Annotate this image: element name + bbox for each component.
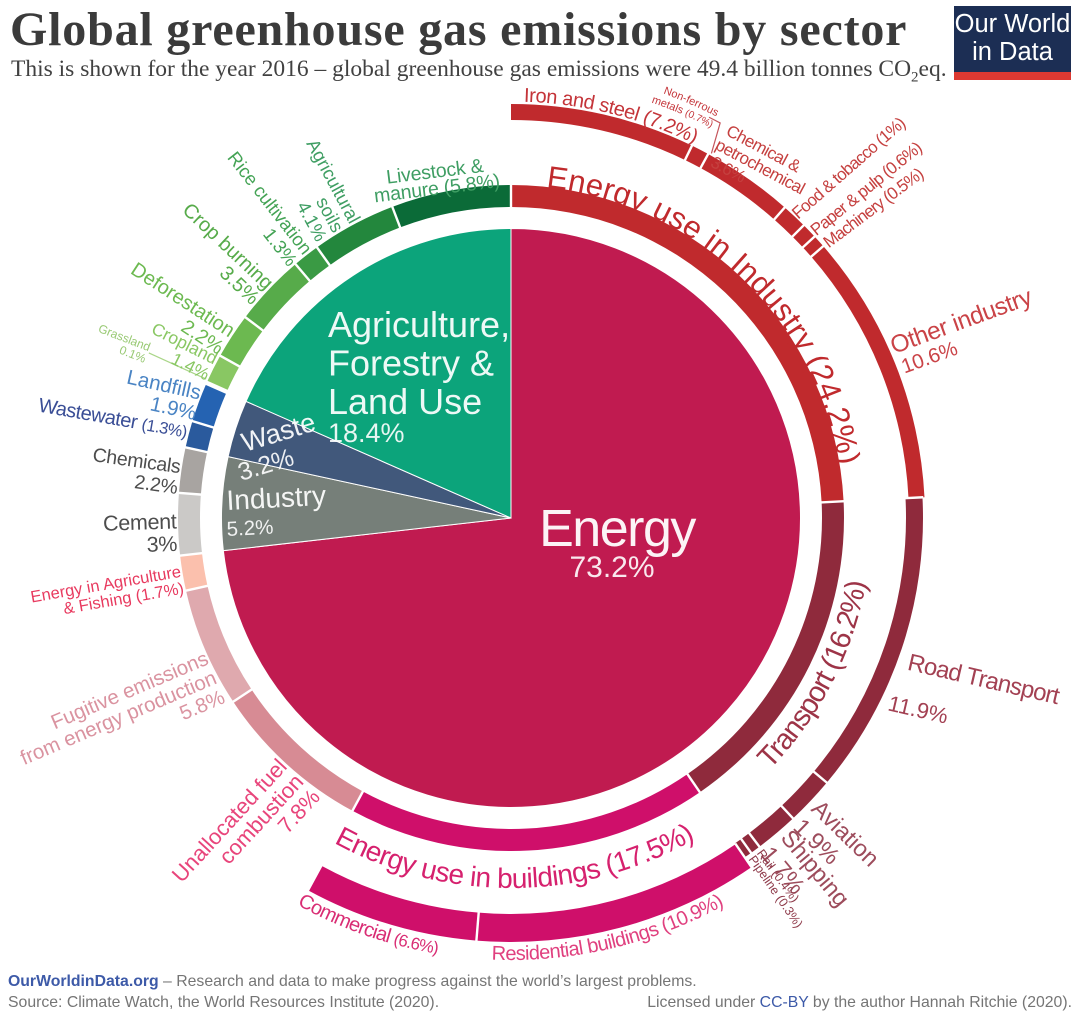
svg-text:Energy use in buildings (17.5%: Energy use in buildings (17.5%) bbox=[331, 817, 698, 894]
svg-text:Energy in Agriculture& Fishing: Energy in Agriculture& Fishing (1.7%) bbox=[29, 563, 185, 623]
svg-text:Energy: Energy bbox=[539, 500, 696, 558]
svg-text:5.2%: 5.2% bbox=[226, 516, 274, 541]
svg-text:Agriculture,Forestry &Land Use: Agriculture, Forestry & Land Use bbox=[328, 304, 510, 422]
svg-text:Unallocated fuelcombustion7.8%: Unallocated fuelcombustion7.8% bbox=[167, 754, 325, 918]
svg-text:18.4%: 18.4% bbox=[328, 418, 405, 448]
svg-text:Other industry10.6%: Other industry10.6% bbox=[887, 283, 1044, 379]
svg-text:Road Transport11.9%: Road Transport11.9% bbox=[886, 647, 1063, 752]
svg-text:Chemicals2.2%: Chemicals2.2% bbox=[88, 444, 182, 499]
svg-text:Cement3%: Cement3% bbox=[103, 510, 178, 559]
svg-text:Industry: Industry bbox=[226, 480, 327, 516]
svg-text:Grassland0.1%: Grassland0.1% bbox=[92, 321, 153, 365]
svg-text:73.2%: 73.2% bbox=[569, 551, 654, 584]
svg-text:Fugitive emissionsfrom energy: Fugitive emissionsfrom energy production… bbox=[9, 647, 228, 789]
